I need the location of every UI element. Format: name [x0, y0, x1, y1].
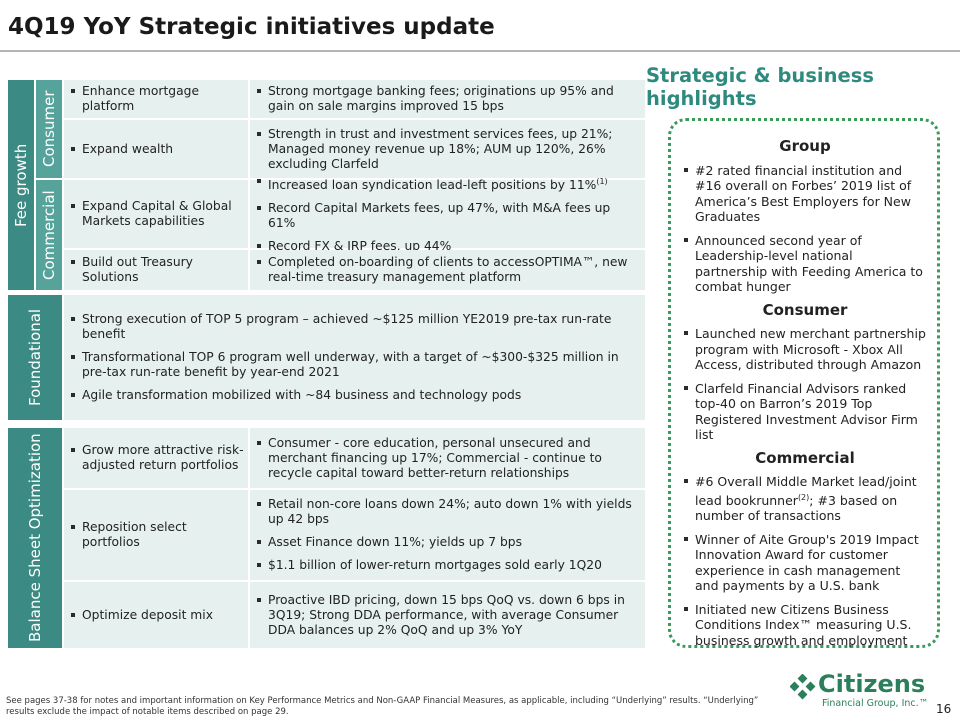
group-label: Consumer	[36, 80, 62, 178]
logo-mark	[790, 674, 816, 700]
detail: Transformational TOP 6 program well unde…	[70, 350, 641, 380]
item-text: #6 Overall Middle Market lead/joint lead…	[695, 474, 917, 508]
section-label: Fee growth	[8, 80, 34, 290]
initiative-text: Build out Treasury Solutions	[70, 255, 244, 285]
detail: Increased loan syndication lead-left pos…	[256, 174, 641, 193]
detail: Consumer - core education, personal unse…	[256, 436, 641, 481]
detail: Strong execution of TOP 5 program – achi…	[70, 312, 641, 342]
initiative-text: Reposition select portfolios	[70, 520, 244, 550]
detail: Agile transformation mobilized with ~84 …	[70, 388, 641, 403]
footnote-ref: (1)	[596, 176, 608, 186]
details: Completed on-boarding of clients to acce…	[250, 250, 645, 290]
highlight-item: Launched new merchant partnership progra…	[683, 326, 927, 373]
highlights-box: Group #2 rated financial institution and…	[668, 118, 940, 648]
detail: Proactive IBD pricing, down 15 bps QoQ v…	[256, 593, 641, 638]
highlight-item: #2 rated financial institution and #16 o…	[683, 163, 927, 225]
logo-name: Citizens	[818, 670, 926, 698]
highlight-item: Winner of Aite Group's 2019 Impact Innov…	[683, 532, 927, 594]
highlight-item: Initiated new Citizens Business Conditio…	[683, 602, 927, 649]
details: Increased loan syndication lead-left pos…	[250, 177, 645, 253]
detail: $1.1 billion of lower-return mortgages s…	[256, 558, 641, 573]
detail-text: Increased loan syndication lead-left pos…	[268, 178, 597, 193]
highlight-item: Clarfeld Financial Advisors ranked top-4…	[683, 381, 927, 443]
detail: Retail non-core loans down 24%; auto dow…	[256, 497, 641, 527]
initiative-text: Optimize deposit mix	[70, 608, 244, 623]
detail: Asset Finance down 11%; yields up 7 bps	[256, 535, 641, 550]
page-number: 16	[936, 702, 952, 716]
detail: Record Capital Markets fees, up 47%, wit…	[256, 201, 641, 231]
initiative: Optimize deposit mix	[64, 582, 248, 648]
details: Strength in trust and investment service…	[250, 120, 645, 178]
item-text: ; #3 based on number of transactions	[695, 492, 898, 524]
initiative-text: Expand Capital & Global Markets capabili…	[70, 199, 244, 229]
footnote-ref: (2)	[797, 492, 810, 502]
section-label: Balance Sheet Optimization	[8, 428, 62, 648]
detail: Strength in trust and investment service…	[256, 127, 641, 172]
highlight-item: Announced second year of Leadership-leve…	[683, 233, 927, 295]
initiative-text: Enhance mortgage platform	[70, 84, 244, 114]
initiative: Reposition select portfolios	[64, 490, 248, 580]
detail: Completed on-boarding of clients to acce…	[256, 255, 641, 285]
footnote: See pages 37-38 for notes and important …	[6, 696, 759, 717]
initiative-text: Expand wealth	[70, 142, 244, 157]
initiative: Expand Capital & Global Markets capabili…	[64, 180, 248, 248]
logo-subname: Financial Group, Inc.™	[822, 698, 929, 709]
details: Consumer - core education, personal unse…	[250, 428, 645, 488]
details: Proactive IBD pricing, down 15 bps QoQ v…	[250, 582, 645, 648]
detail: Strong mortgage banking fees; originatio…	[256, 84, 641, 114]
details: Strong mortgage banking fees; originatio…	[250, 80, 645, 118]
highlights-title: Strategic & business highlights	[646, 64, 874, 110]
initiative: Expand wealth	[64, 120, 248, 178]
detail: Record FX & IRP fees, up 44%	[256, 239, 641, 254]
details: Strong execution of TOP 5 program – achi…	[64, 295, 645, 420]
highlight-heading: Commercial	[755, 448, 855, 467]
group-label: Commercial	[36, 180, 62, 290]
initiative: Grow more attractive risk-adjusted retur…	[64, 428, 248, 488]
highlight-item: #6 Overall Middle Market lead/joint lead…	[683, 474, 927, 524]
details: Retail non-core loans down 24%; auto dow…	[250, 490, 645, 580]
highlight-heading: Consumer	[762, 300, 848, 319]
section-label: Foundational	[8, 295, 62, 420]
slide-title: 4Q19 YoY Strategic initiatives update	[8, 14, 495, 40]
highlight-heading: Group	[779, 137, 831, 155]
initiative: Build out Treasury Solutions	[64, 250, 248, 290]
initiative-text: Grow more attractive risk-adjusted retur…	[70, 443, 244, 473]
initiative: Enhance mortgage platform	[64, 80, 248, 118]
title-rule	[0, 50, 960, 52]
